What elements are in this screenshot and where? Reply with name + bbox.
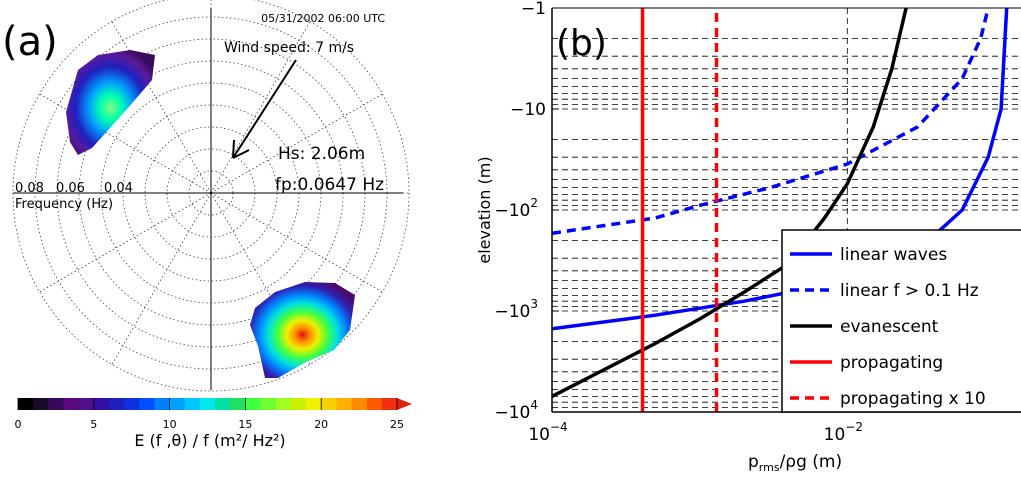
- fp-label: fp:0.0647 Hz: [275, 175, 384, 195]
- spectral-lobe-southeast: [250, 282, 355, 378]
- wind-arrow: [232, 59, 297, 159]
- legend: linear waves linear f > 0.1 Hz evanescent p…: [781, 229, 1021, 413]
- radial-tick-1: 0.06: [56, 181, 85, 196]
- colorbar-cell-3: [63, 398, 80, 410]
- colorbar-tick-0: 0: [15, 418, 22, 431]
- colorbar-cell-14: [230, 398, 246, 410]
- colorbar-cell-6: [108, 398, 125, 410]
- radial-axis-label: Frequency (Hz): [15, 197, 113, 212]
- colorbar-tick-2: 10: [163, 418, 177, 431]
- colorbar-extend-arrow: [397, 398, 412, 410]
- x-tick-label-1: 10−2: [824, 420, 863, 445]
- legend-label-3: propagating: [840, 353, 943, 373]
- colorbar-cell-13: [215, 398, 231, 410]
- colorbar-cell-16: [260, 398, 277, 410]
- colorbar-cell-7: [124, 398, 140, 410]
- colorbar-cell-10: [169, 398, 186, 410]
- colorbar-cell-17: [275, 398, 292, 410]
- legend-label-1: linear f > 0.1 Hz: [840, 281, 979, 301]
- colorbar-cell-5: [93, 398, 110, 410]
- legend-box: [781, 229, 1021, 413]
- y-tick-label-2: −102: [494, 196, 538, 221]
- colorbar-cell-11: [184, 398, 201, 410]
- polar-spoke-30: [210, 192, 383, 293]
- y-tick-label-1: −10: [510, 100, 546, 120]
- polar-spoke-240: [111, 21, 212, 194]
- series-line-1: [552, 8, 990, 236]
- polar-ring-8: [12, 0, 410, 392]
- colorbar-cell-2: [48, 398, 64, 410]
- x-tick-label-0: 10−4: [528, 420, 567, 445]
- colorbar-cell-21: [336, 398, 353, 410]
- colorbar-tick-1: 5: [90, 418, 97, 431]
- colorbar-tick-4: 20: [314, 418, 328, 431]
- hs-label: Hs: 2.06m: [278, 144, 365, 164]
- colorbar-tick-3: 15: [238, 418, 252, 431]
- legend-label-0: linear waves: [840, 245, 947, 265]
- colorbar-label: E (f ,θ) / f (m²/ Hz²): [134, 431, 285, 450]
- colorbar-cell-24: [381, 398, 398, 410]
- colorbar-cell-0: [18, 398, 34, 410]
- y-tick-label-4: −104: [494, 398, 538, 423]
- colorbar-cell-9: [154, 398, 171, 410]
- legend-label-4: propagating x 10: [840, 389, 986, 409]
- radial-tick-2: 0.04: [104, 181, 133, 196]
- colorbar: [18, 398, 398, 410]
- colorbar-cell-12: [199, 398, 216, 410]
- polar-spoke-300: [210, 21, 311, 194]
- colorbar-cell-4: [78, 398, 95, 410]
- y-tick-label-3: −103: [494, 297, 538, 322]
- y-axis-label: elevation (m): [475, 156, 494, 263]
- radial-tick-0: 0.08: [15, 181, 44, 196]
- colorbar-cell-20: [321, 398, 337, 410]
- colorbar-cell-1: [33, 398, 49, 410]
- x-axis-label: prms/ρg (m): [748, 452, 842, 474]
- legend-label-2: evanescent: [840, 317, 939, 337]
- colorbar-cell-23: [366, 398, 383, 410]
- polar-spoke-150: [39, 192, 212, 293]
- colorbar-cell-8: [139, 398, 155, 410]
- panel-b-label: (b): [556, 23, 607, 64]
- wind-arrow-head: [232, 139, 250, 159]
- spectral-lobe-northwest: [66, 50, 155, 155]
- colorbar-ticks: 0 5 10 15 20 25: [15, 398, 404, 431]
- wind-speed-label: Wind speed: 7 m/s: [224, 40, 354, 56]
- polar-spoke-120: [111, 192, 212, 365]
- panel-a: (a) 05/31/2002 06:00 UTC Wind speed: 7 m…: [2, 0, 412, 450]
- colorbar-tick-5: 25: [390, 418, 404, 431]
- y-tick-label-0: −1: [521, 0, 546, 19]
- colorbar-cell-19: [306, 398, 322, 410]
- panel-a-label: (a): [2, 19, 58, 65]
- colorbar-cell-15: [245, 398, 262, 410]
- colorbar-cell-22: [351, 398, 368, 410]
- polar-spoke-330: [210, 93, 383, 194]
- timestamp-label: 05/31/2002 06:00 UTC: [261, 12, 385, 25]
- colorbar-cell-18: [290, 398, 307, 410]
